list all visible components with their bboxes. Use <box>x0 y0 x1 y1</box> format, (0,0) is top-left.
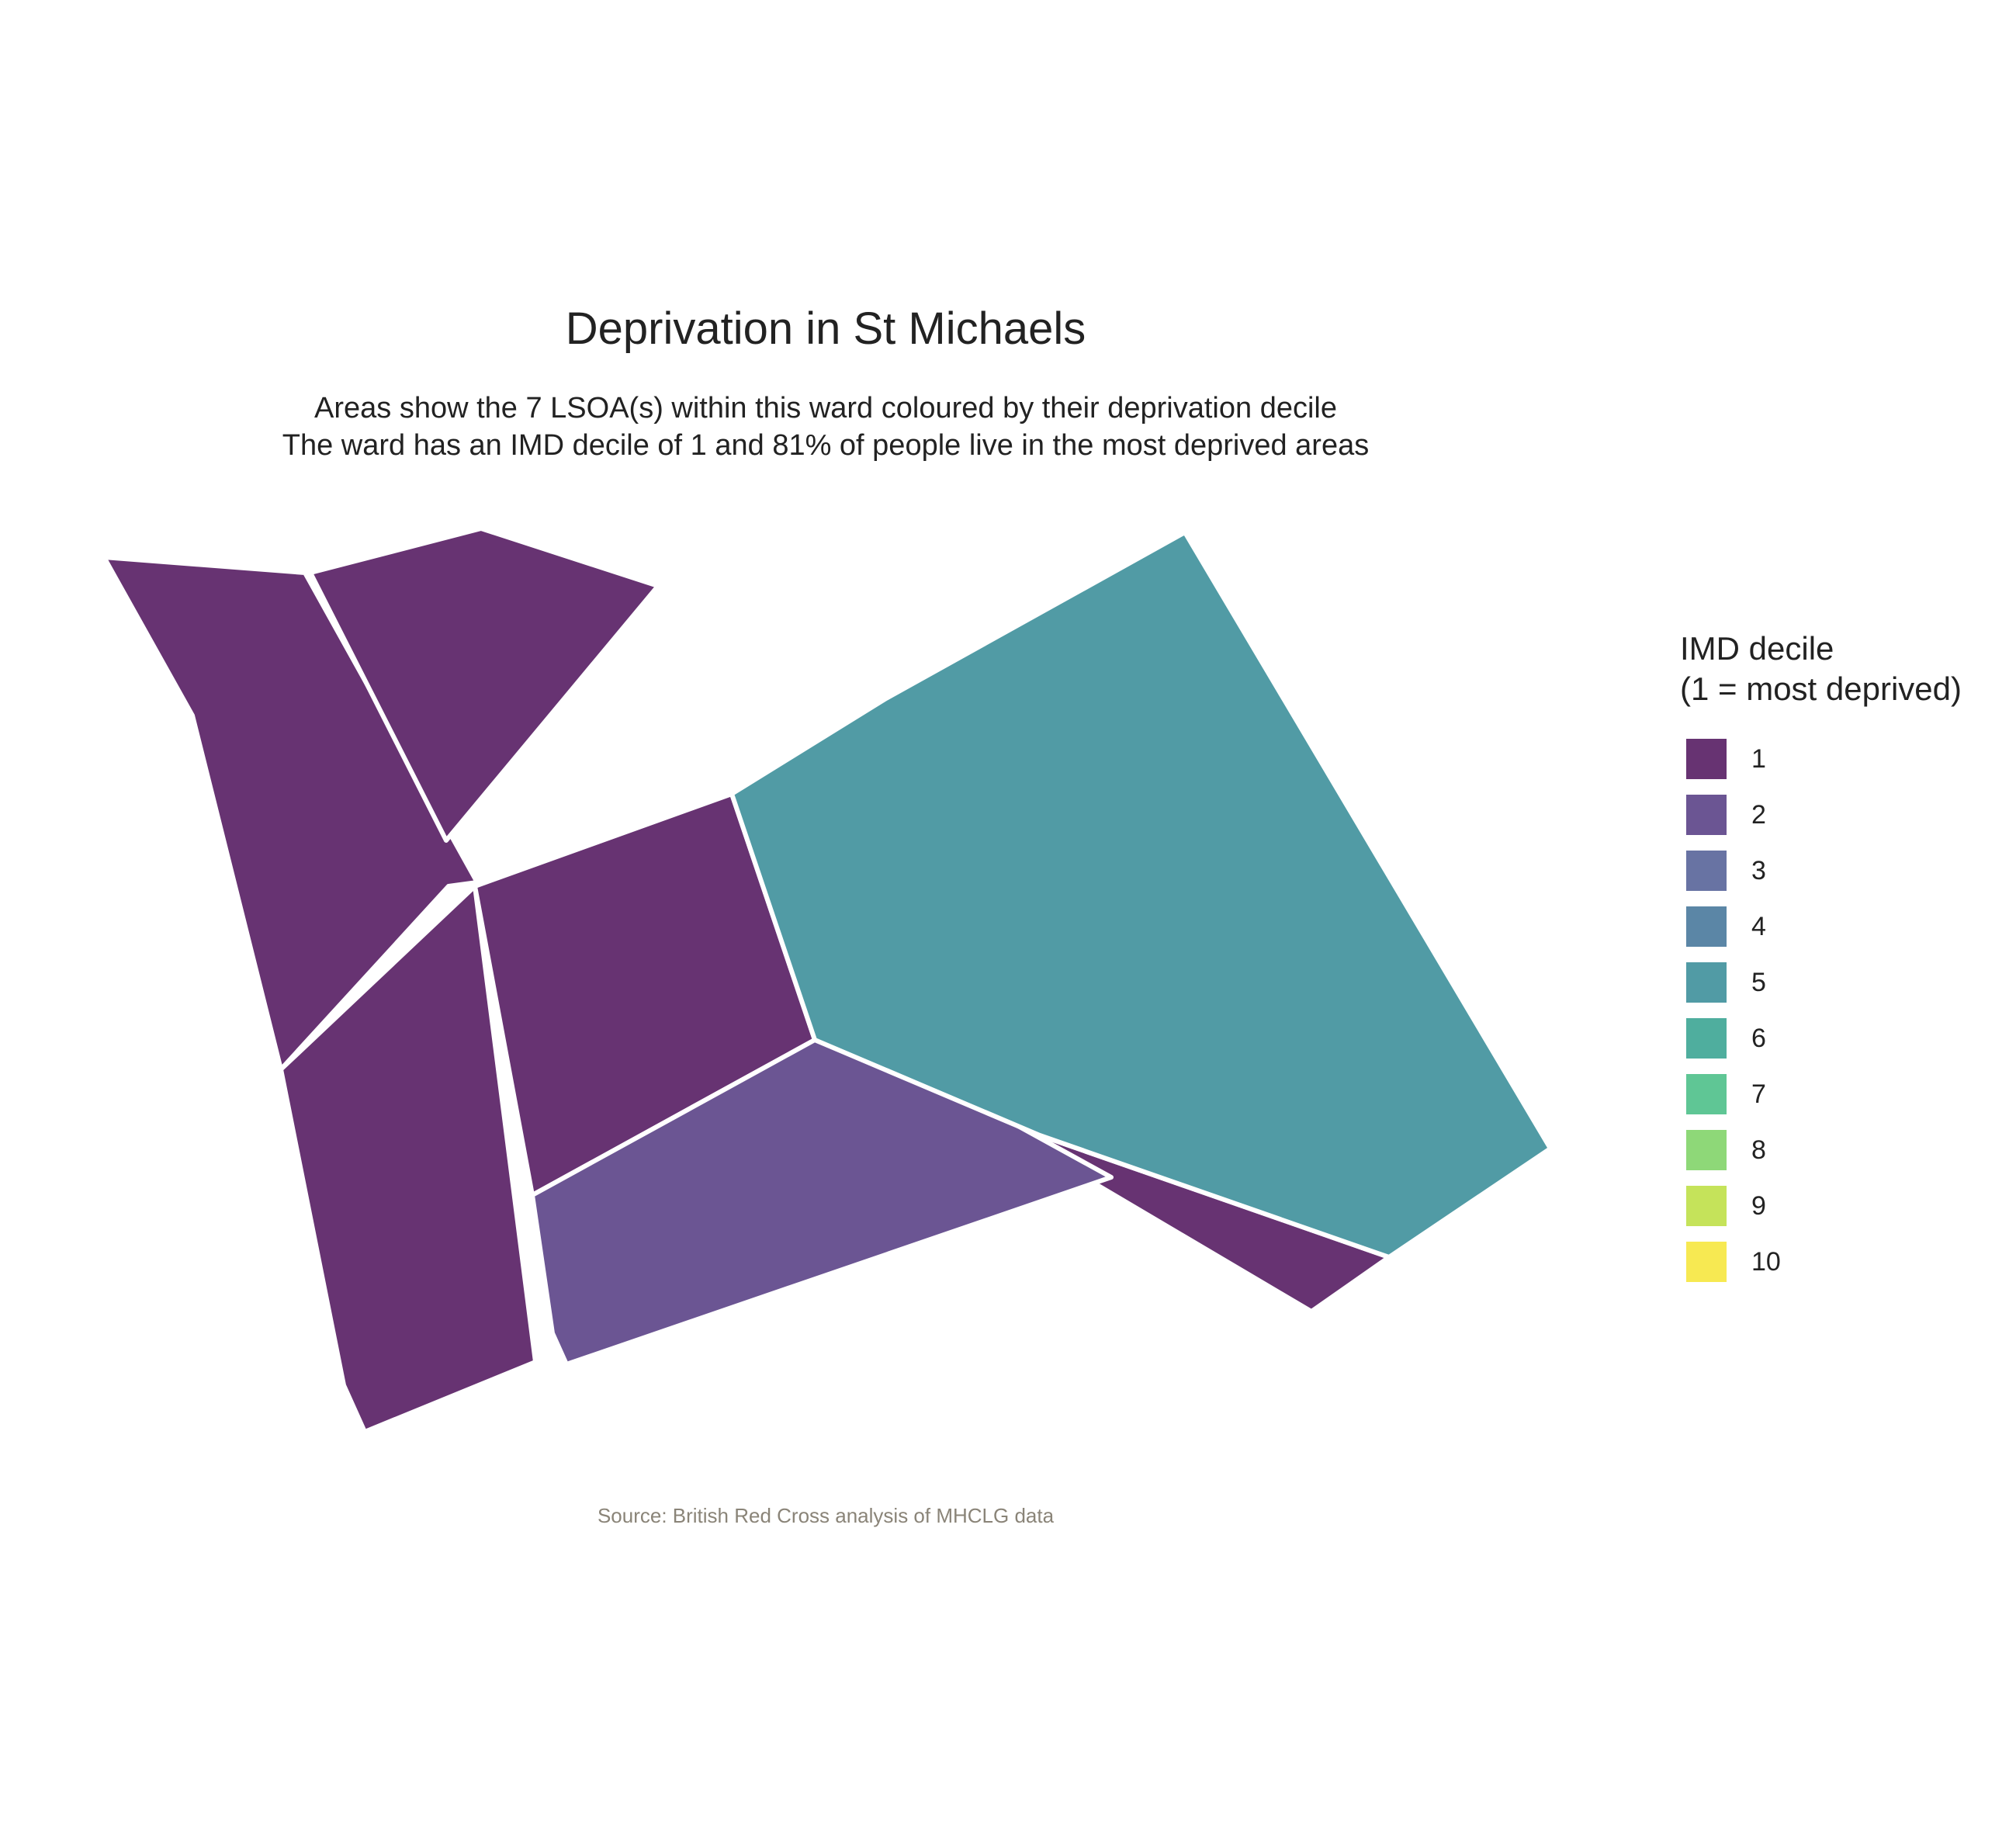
legend-item: 2 <box>1680 787 1962 843</box>
legend-item: 1 <box>1680 731 1962 787</box>
lsoa-area-lsoa-1 <box>102 555 480 1072</box>
legend-title: IMD decile (1 = most deprived) <box>1680 629 1962 709</box>
legend-swatch <box>1686 795 1727 835</box>
legend-swatch <box>1686 1074 1727 1114</box>
ward-map <box>102 526 1553 1434</box>
legend-item: 8 <box>1680 1122 1962 1178</box>
legend-swatch <box>1686 1242 1727 1282</box>
legend-label: 6 <box>1751 1023 1766 1053</box>
legend-label: 2 <box>1751 799 1766 830</box>
lsoa-area-lsoa-3 <box>279 884 538 1434</box>
legend-label: 8 <box>1751 1135 1766 1165</box>
legend-item: 10 <box>1680 1234 1962 1290</box>
map-caption: Source: British Red Cross analysis of MH… <box>597 1504 1055 1527</box>
map-title: Deprivation in St Michaels <box>565 303 1086 354</box>
legend-item: 3 <box>1680 843 1962 899</box>
legend-label: 3 <box>1751 855 1766 885</box>
legend-title-line1: IMD decile <box>1680 630 1834 667</box>
legend-swatch <box>1686 1186 1727 1226</box>
legend-label: 4 <box>1751 911 1766 941</box>
legend-title-line2: (1 = most deprived) <box>1680 670 1962 707</box>
legend-swatch <box>1686 1018 1727 1059</box>
legend-swatch <box>1686 962 1727 1003</box>
map-subtitle-line1: Areas show the 7 LSOA(s) within this war… <box>314 392 1337 424</box>
lsoa-area-lsoa-7 <box>729 530 1553 1260</box>
legend-label: 7 <box>1751 1079 1766 1109</box>
legend-item: 9 <box>1680 1178 1962 1234</box>
legend-item: 7 <box>1680 1066 1962 1122</box>
legend-label: 5 <box>1751 967 1766 997</box>
legend-items: 1 2 3 4 5 6 7 8 9 10 <box>1680 731 1962 1290</box>
legend-item: 4 <box>1680 899 1962 955</box>
legend-label: 1 <box>1751 743 1766 774</box>
legend-item: 6 <box>1680 1010 1962 1066</box>
legend-swatch <box>1686 739 1727 779</box>
map-subtitle-line2: The ward has an IMD decile of 1 and 81% … <box>282 429 1370 462</box>
legend-swatch <box>1686 851 1727 891</box>
legend-label: 10 <box>1751 1246 1781 1277</box>
lsoa-areas <box>102 526 1553 1434</box>
lsoa-area-lsoa-2 <box>308 526 660 843</box>
legend-label: 9 <box>1751 1190 1766 1221</box>
legend-swatch <box>1686 1130 1727 1170</box>
legend-item: 5 <box>1680 955 1962 1010</box>
legend: IMD decile (1 = most deprived) 1 2 3 4 5 6 7 8 9… <box>1680 629 1962 1290</box>
legend-swatch <box>1686 906 1727 947</box>
